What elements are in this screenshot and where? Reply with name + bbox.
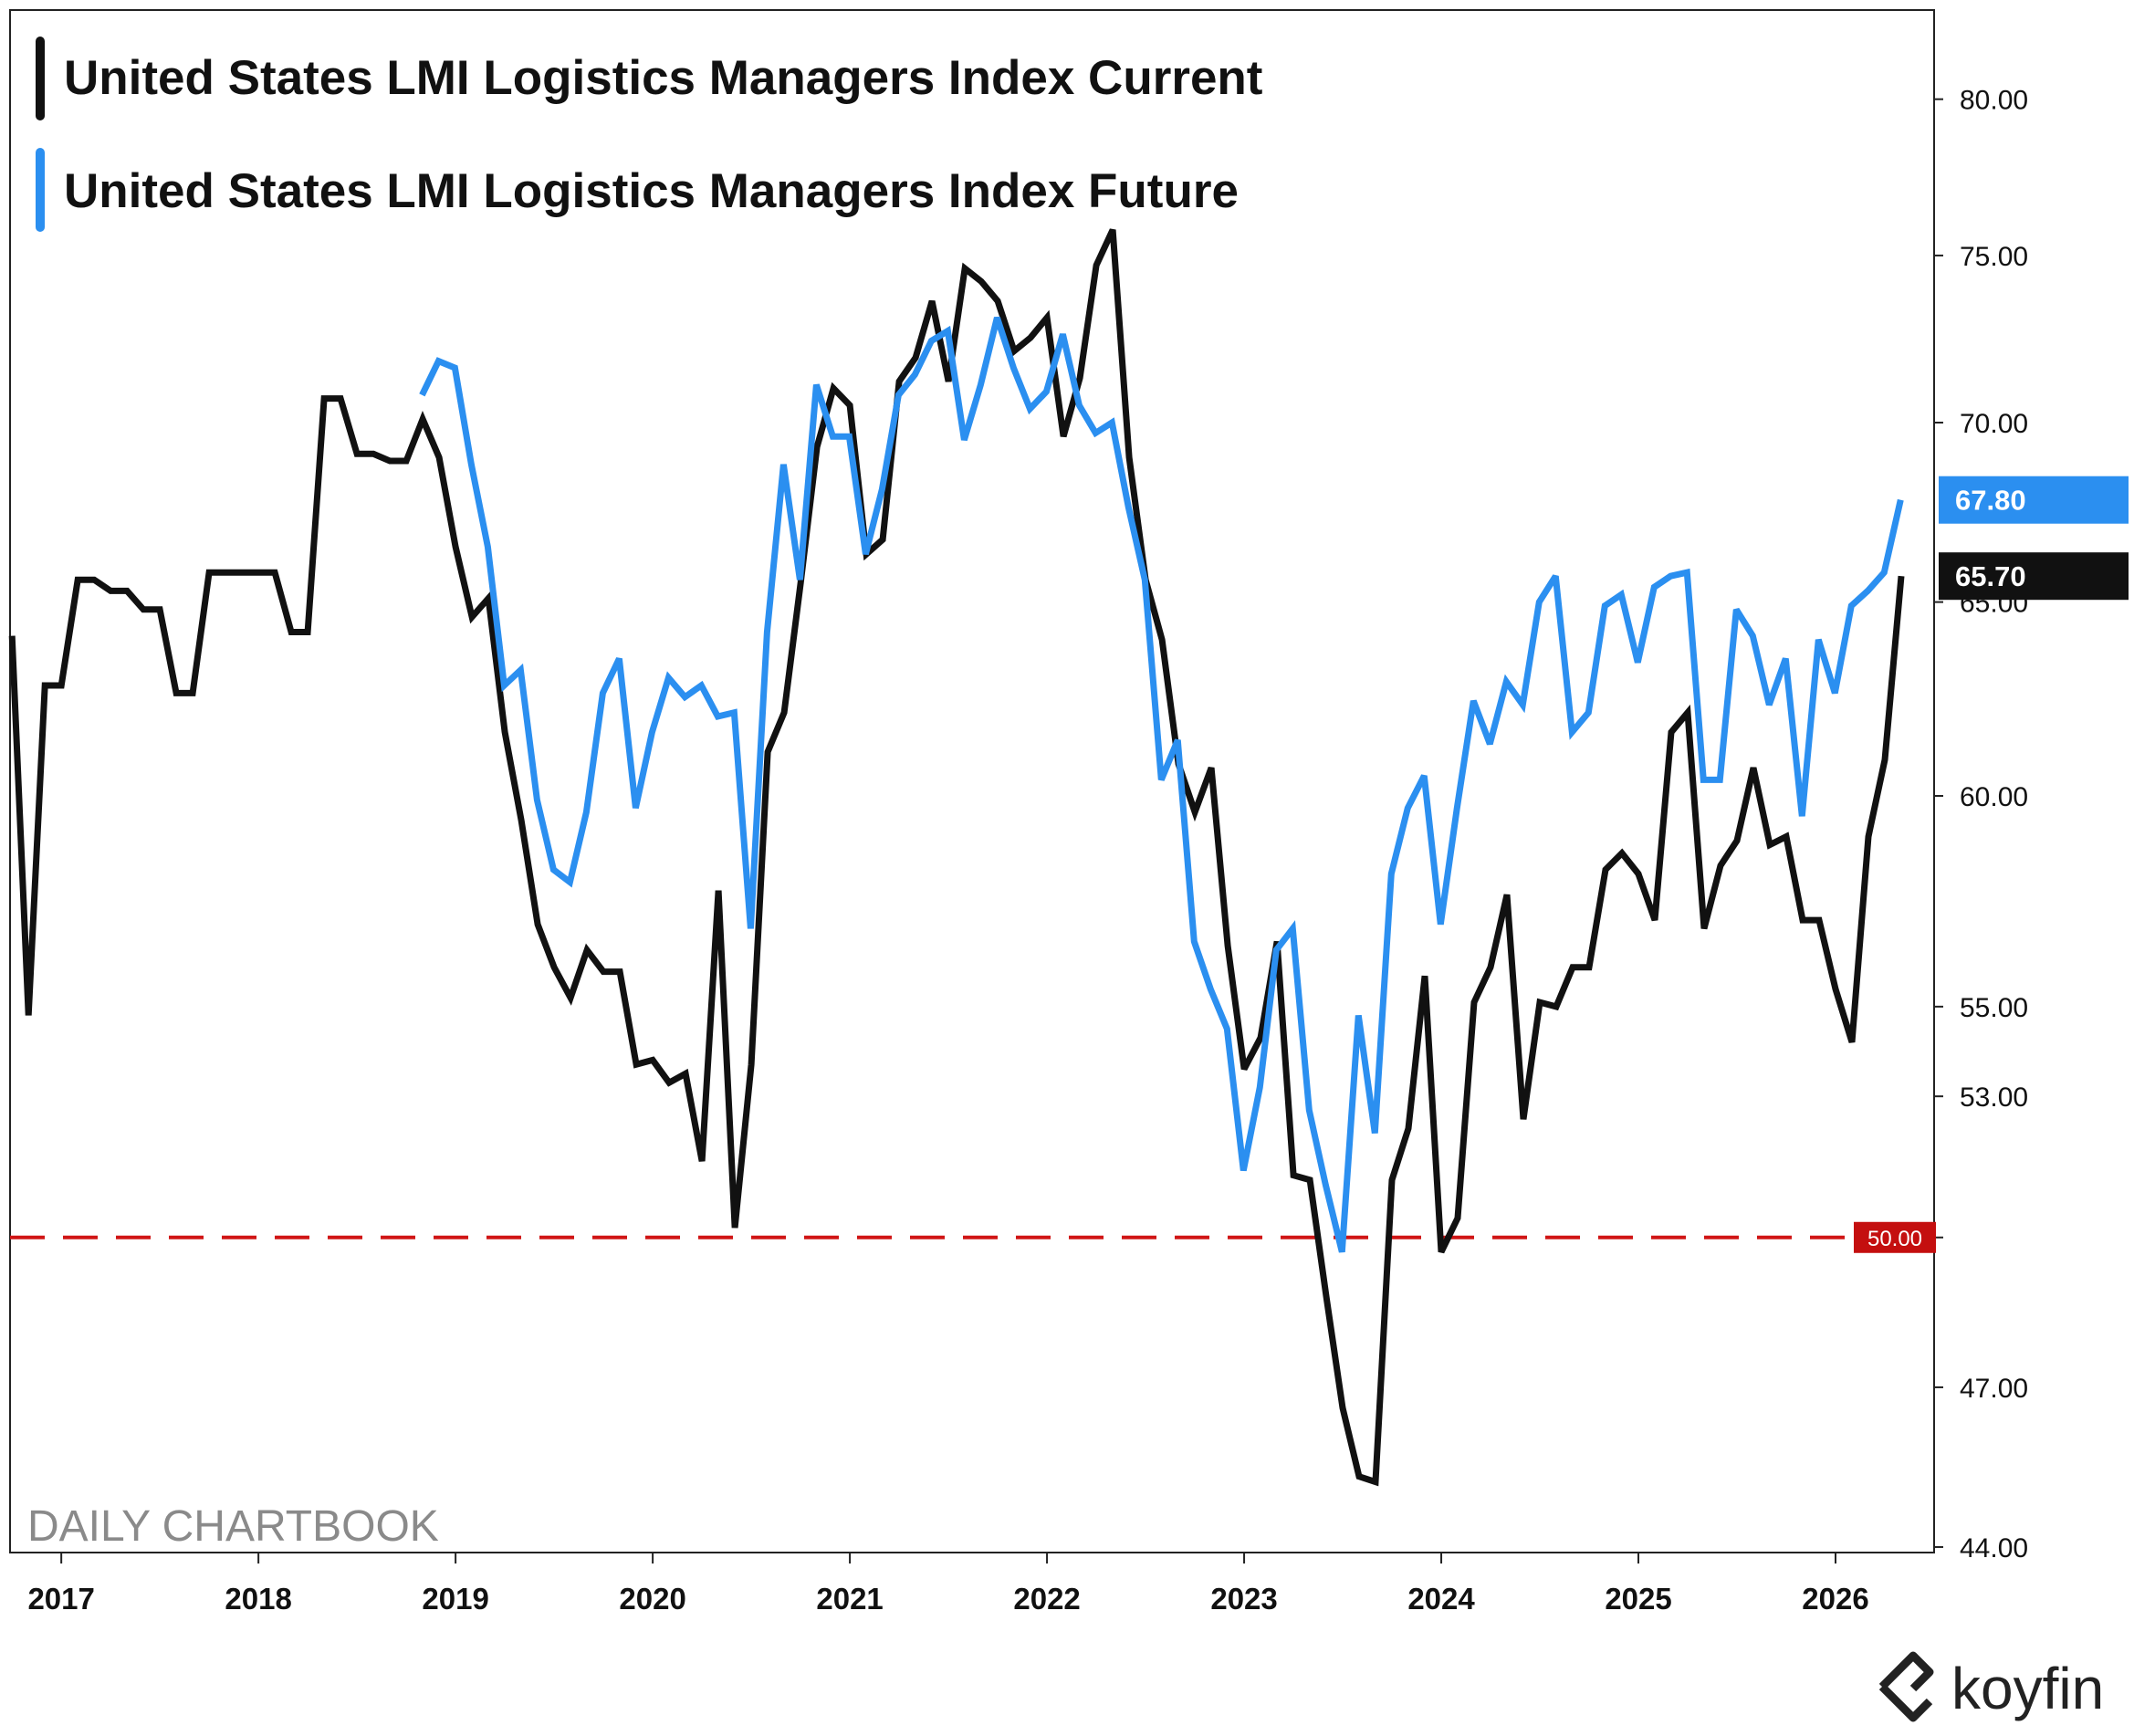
- legend-label-current: United States LMI Logistics Managers Ind…: [64, 51, 1262, 105]
- last-value-future: 67.80: [1955, 485, 2026, 517]
- x-tick-label: 2025: [1605, 1582, 1671, 1616]
- series-layer: [8, 228, 1905, 1487]
- x-tick-label: 2021: [816, 1582, 883, 1616]
- legend: United States LMI Logistics Managers Ind…: [36, 37, 1262, 232]
- reference-line-50: 50.00: [10, 1221, 1936, 1253]
- x-tick-label: 2024: [1407, 1582, 1475, 1616]
- reference-badge: [1854, 1221, 1936, 1253]
- reference-label: 50.00: [1867, 1227, 1922, 1251]
- x-tick-label: 2017: [27, 1582, 94, 1616]
- last-value-current: 65.70: [1955, 560, 2026, 592]
- brand-name: koyfin: [1951, 1656, 2104, 1721]
- last-value-badge-current: [1939, 552, 2129, 601]
- last-value-badges: 65.70 67.80: [1939, 476, 2129, 601]
- last-value-badge-future: [1939, 476, 2129, 524]
- legend-swatch-future: [36, 148, 45, 232]
- y-tick-label: 80.00: [1960, 86, 2028, 116]
- x-axis: 2017 2018 2019 2020 2021 2022 2023 2024 2025 2026: [27, 1553, 1869, 1616]
- legend-swatch-current: [36, 37, 45, 120]
- y-axis: 80.00 75.00 70.00 60.00 55.00 53.00 47.00 44.00…: [1934, 86, 2028, 1563]
- watermark: DAILY CHARTBOOK: [27, 1502, 439, 1551]
- x-tick-label: 2026: [1802, 1582, 1868, 1616]
- series-line-current: [8, 228, 1905, 1487]
- y-tick-label: 60.00: [1960, 782, 2028, 812]
- koyfin-logo: koyfin: [1878, 1651, 2104, 1722]
- y-tick-label: 75.00: [1960, 242, 2028, 272]
- x-tick-label: 2019: [422, 1582, 488, 1616]
- y-tick-label: 47.00: [1960, 1374, 2028, 1404]
- x-tick-label: 2023: [1210, 1582, 1277, 1616]
- y-tick-label: 53.00: [1960, 1082, 2028, 1113]
- x-tick-label: 2020: [619, 1582, 685, 1616]
- legend-label-future: United States LMI Logistics Managers Ind…: [64, 164, 1239, 218]
- x-tick-label: 2018: [225, 1582, 291, 1616]
- y-tick-label: 55.00: [1960, 993, 2028, 1023]
- koyfin-mark-icon: [1878, 1651, 1934, 1722]
- y-tick-label: 70.00: [1960, 409, 2028, 439]
- series-line-future: [419, 316, 1904, 1253]
- plot-frame: [9, 9, 1935, 1553]
- y-tick-label: 44.00: [1960, 1533, 2028, 1563]
- x-tick-label: 2022: [1013, 1582, 1080, 1616]
